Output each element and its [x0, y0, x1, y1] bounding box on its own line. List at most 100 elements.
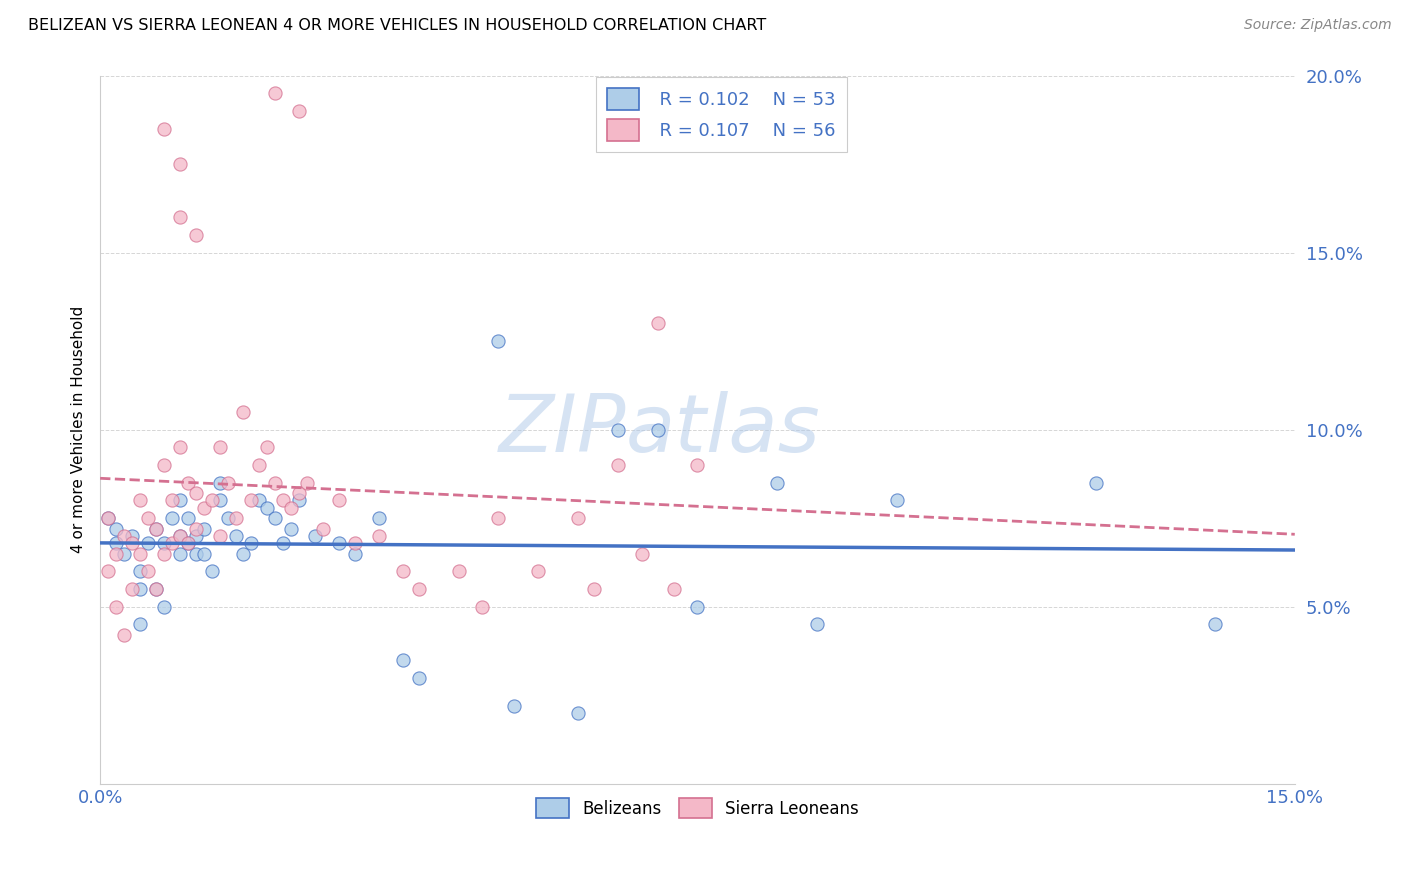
Point — [105, 536, 128, 550]
Text: BELIZEAN VS SIERRA LEONEAN 4 OR MORE VEHICLES IN HOUSEHOLD CORRELATION CHART: BELIZEAN VS SIERRA LEONEAN 4 OR MORE VEH… — [28, 18, 766, 33]
Point — [177, 536, 200, 550]
Point — [193, 500, 215, 515]
Point — [217, 511, 239, 525]
Point — [567, 511, 589, 525]
Point — [271, 493, 294, 508]
Point — [240, 493, 263, 508]
Point — [256, 500, 278, 515]
Point — [169, 493, 191, 508]
Point — [160, 493, 183, 508]
Point — [97, 511, 120, 525]
Point — [232, 547, 254, 561]
Point — [766, 475, 789, 490]
Point — [391, 564, 413, 578]
Point — [184, 529, 207, 543]
Point — [630, 547, 652, 561]
Point — [288, 493, 311, 508]
Text: ZIP: ZIP — [498, 391, 626, 468]
Point — [129, 617, 152, 632]
Point — [193, 522, 215, 536]
Point — [208, 493, 231, 508]
Point — [153, 536, 176, 550]
Point — [582, 582, 605, 596]
Point — [136, 511, 159, 525]
Point — [121, 582, 143, 596]
Point — [112, 628, 135, 642]
Point — [295, 475, 318, 490]
Point — [169, 529, 191, 543]
Point — [256, 440, 278, 454]
Point — [408, 671, 430, 685]
Point — [264, 511, 287, 525]
Point — [112, 547, 135, 561]
Point — [1204, 617, 1226, 632]
Point — [240, 536, 263, 550]
Point — [145, 582, 167, 596]
Point — [201, 564, 224, 578]
Point — [145, 582, 167, 596]
Point — [391, 653, 413, 667]
Y-axis label: 4 or more Vehicles in Household: 4 or more Vehicles in Household — [72, 306, 86, 553]
Point — [328, 493, 350, 508]
Text: Source: ZipAtlas.com: Source: ZipAtlas.com — [1244, 18, 1392, 32]
Point — [160, 536, 183, 550]
Point — [105, 599, 128, 614]
Point — [177, 511, 200, 525]
Point — [184, 547, 207, 561]
Point — [647, 317, 669, 331]
Point — [177, 536, 200, 550]
Point — [136, 536, 159, 550]
Point — [184, 522, 207, 536]
Point — [177, 475, 200, 490]
Point — [304, 529, 326, 543]
Point — [647, 423, 669, 437]
Text: atlas: atlas — [626, 391, 821, 468]
Point — [503, 698, 526, 713]
Point — [208, 529, 231, 543]
Point — [1084, 475, 1107, 490]
Point — [145, 522, 167, 536]
Point — [136, 564, 159, 578]
Point — [169, 440, 191, 454]
Point — [567, 706, 589, 720]
Point — [169, 547, 191, 561]
Point — [447, 564, 470, 578]
Point — [606, 458, 628, 472]
Point — [225, 511, 247, 525]
Point — [129, 493, 152, 508]
Point — [328, 536, 350, 550]
Point — [153, 599, 176, 614]
Point — [225, 529, 247, 543]
Point — [471, 599, 494, 614]
Point — [193, 547, 215, 561]
Point — [271, 536, 294, 550]
Point — [217, 475, 239, 490]
Point — [208, 475, 231, 490]
Point — [343, 536, 366, 550]
Point — [343, 547, 366, 561]
Point — [153, 121, 176, 136]
Point — [121, 536, 143, 550]
Point — [145, 522, 167, 536]
Point — [486, 511, 509, 525]
Point — [367, 511, 389, 525]
Point — [105, 522, 128, 536]
Point — [169, 529, 191, 543]
Point — [160, 511, 183, 525]
Point — [97, 564, 120, 578]
Point — [486, 334, 509, 348]
Point — [121, 529, 143, 543]
Point — [408, 582, 430, 596]
Legend: Belizeans, Sierra Leoneans: Belizeans, Sierra Leoneans — [529, 791, 866, 825]
Point — [232, 405, 254, 419]
Point — [153, 547, 176, 561]
Point — [184, 486, 207, 500]
Point — [686, 458, 709, 472]
Point — [112, 529, 135, 543]
Point — [129, 582, 152, 596]
Point — [97, 511, 120, 525]
Point — [169, 210, 191, 224]
Point — [288, 103, 311, 118]
Point — [105, 547, 128, 561]
Point — [527, 564, 550, 578]
